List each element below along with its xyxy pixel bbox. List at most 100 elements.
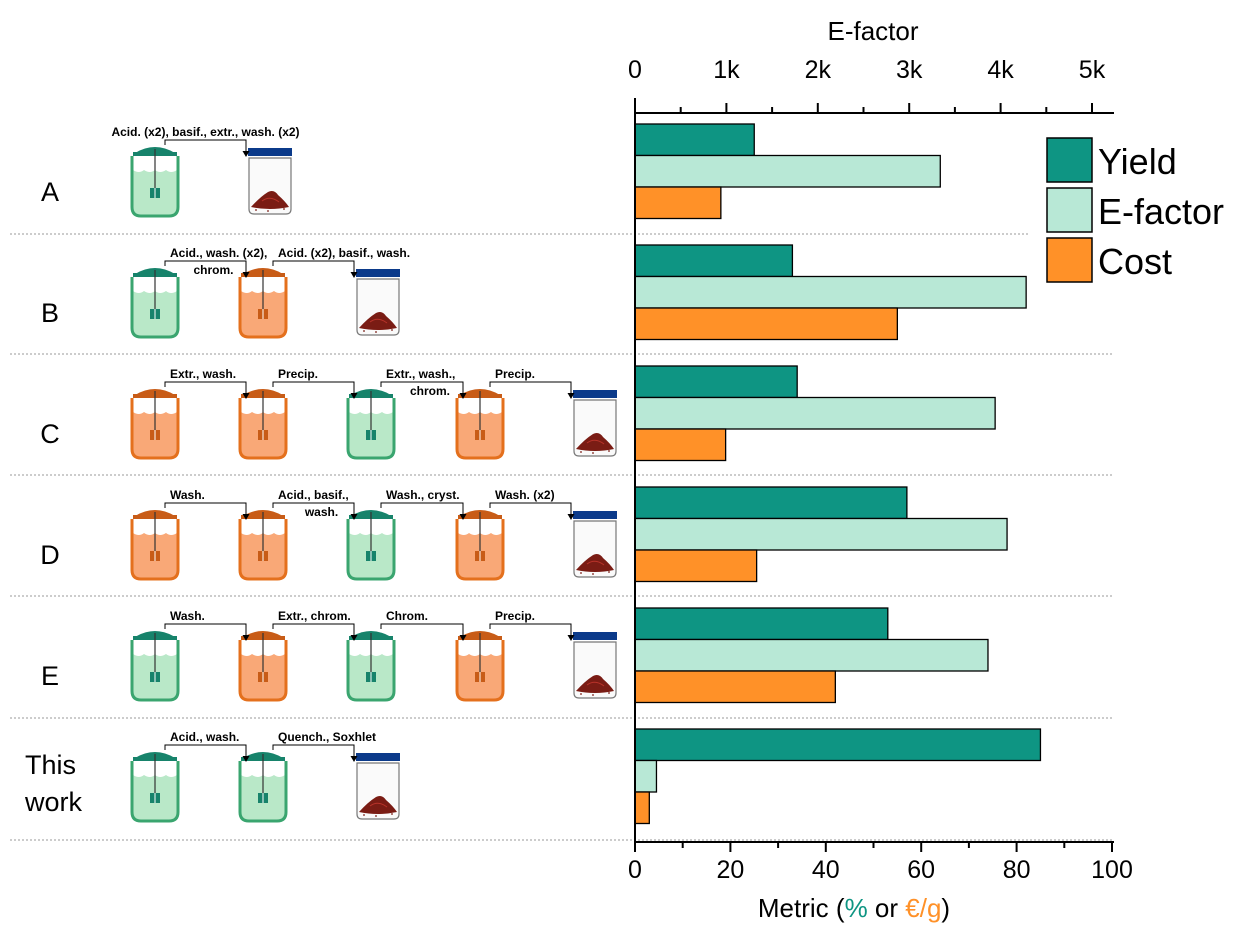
jar-lid xyxy=(356,753,400,761)
powder-grain xyxy=(580,572,582,574)
orange-vessel-icon xyxy=(238,389,288,460)
orange-vessel-icon xyxy=(238,268,288,339)
process-arrowhead xyxy=(350,756,358,762)
scheme-row-4: E Wash. Extr., chrom. Chrom. Precip. xyxy=(41,609,617,702)
vessel-body xyxy=(130,640,180,702)
bar-chart xyxy=(634,123,1042,825)
x-axis-title-or: or xyxy=(868,893,906,923)
step-label: Extr., wash. xyxy=(170,367,236,381)
powder-grain xyxy=(255,209,257,211)
top-tick-label: 3k xyxy=(896,56,923,84)
bar-yield-c xyxy=(634,365,798,399)
step-label: Precip. xyxy=(495,609,535,623)
x-axis-title-prefix: Metric ( xyxy=(758,893,845,923)
jar-lid xyxy=(356,269,400,277)
bar-efactor-a xyxy=(634,154,941,188)
process-arrow xyxy=(489,502,572,518)
x-axis-title-suffix: ) xyxy=(941,893,950,923)
vessel-body xyxy=(238,640,288,702)
bar-group-c xyxy=(634,365,996,462)
top-axis-title: E-factor xyxy=(827,16,918,46)
step-label: Acid., wash. xyxy=(170,730,239,744)
vessel-body xyxy=(238,519,288,581)
process-arrowhead xyxy=(459,635,467,641)
orange-vessel-icon xyxy=(130,510,180,581)
green-vessel-icon xyxy=(346,510,396,581)
legend-label-yield: Yield xyxy=(1098,141,1177,182)
process-arrowhead xyxy=(242,151,250,157)
vessel-body xyxy=(455,398,505,460)
powder-grain xyxy=(391,329,393,331)
vessel-body xyxy=(346,640,396,702)
x-tick-label: 80 xyxy=(1003,856,1031,884)
orange-vessel-icon xyxy=(130,389,180,460)
powder-grain xyxy=(580,693,582,695)
green-vessel-icon xyxy=(238,752,288,823)
bar-efactor-c xyxy=(634,396,996,430)
product-jar-icon xyxy=(573,511,617,578)
legend-label-efactor: E-factor xyxy=(1098,191,1224,232)
step-label: Precip. xyxy=(495,367,535,381)
row-label: C xyxy=(40,419,60,449)
scheme-row-0: A Acid. (x2), basif., extr., wash. (x2) xyxy=(41,125,300,218)
orange-vessel-icon xyxy=(238,510,288,581)
process-arrow xyxy=(164,381,247,397)
x-axis-title-euro: €/g xyxy=(905,893,941,923)
x-tick-label: 0 xyxy=(628,856,642,884)
vessel-body xyxy=(130,519,180,581)
process-schemes: A Acid. (x2), basif., extr., wash. (x2) B A… xyxy=(10,125,1112,841)
process-arrow xyxy=(164,260,247,276)
step-label: chrom. xyxy=(193,263,233,277)
bar-yield-this-work xyxy=(634,728,1042,762)
green-vessel-icon xyxy=(130,752,180,823)
green-vessel-icon xyxy=(130,631,180,702)
bar-yield-b xyxy=(634,244,794,278)
jar-lid xyxy=(248,148,292,156)
process-arrowhead xyxy=(350,635,358,641)
vessel-body xyxy=(130,156,180,218)
legend-label-cost: Cost xyxy=(1098,241,1172,282)
powder-grain xyxy=(363,814,365,816)
bar-cost-d xyxy=(634,549,758,583)
scheme-row-2: C Extr., wash. Precip. Extr., wash., chrom. P… xyxy=(40,367,617,460)
green-vessel-icon xyxy=(130,147,180,218)
x-axis-title-percent: % xyxy=(845,893,868,923)
vessel-body xyxy=(130,761,180,823)
bar-group-this-work xyxy=(634,728,1042,825)
vessel-body xyxy=(346,519,396,581)
step-label: Precip. xyxy=(278,367,318,381)
process-arrow xyxy=(164,502,247,518)
vessel-body xyxy=(455,640,505,702)
green-vessel-icon xyxy=(346,389,396,460)
process-arrowhead xyxy=(242,635,250,641)
step-label: Acid. (x2), basif., extr., wash. (x2) xyxy=(111,125,299,139)
powder-grain xyxy=(592,573,594,575)
vessel-body xyxy=(238,277,288,339)
x-axis-title: Metric (% or €/g) xyxy=(758,893,950,923)
bar-cost-a xyxy=(634,186,722,220)
row-label: A xyxy=(41,177,59,207)
powder-highlight xyxy=(586,560,605,566)
powder-grain xyxy=(608,692,610,694)
powder-product xyxy=(359,796,397,814)
vessel-body xyxy=(238,398,288,460)
powder-grain xyxy=(267,210,269,212)
row-label: D xyxy=(40,540,60,570)
orange-vessel-icon xyxy=(455,631,505,702)
powder-grain xyxy=(592,452,594,454)
product-jar-icon xyxy=(356,269,400,336)
process-arrowhead xyxy=(242,272,250,278)
powder-grain xyxy=(375,815,377,817)
process-arrow xyxy=(272,260,355,276)
step-label: Acid., wash. (x2), xyxy=(170,246,267,260)
step-label: chrom. xyxy=(410,384,450,398)
green-vessel-icon xyxy=(346,631,396,702)
powder-highlight xyxy=(586,439,605,445)
process-arrow xyxy=(272,381,355,397)
top-tick-label: 0 xyxy=(628,56,642,84)
powder-product xyxy=(576,554,614,572)
process-arrowhead xyxy=(567,514,575,520)
product-jar-icon xyxy=(248,148,292,215)
powder-grain xyxy=(608,571,610,573)
